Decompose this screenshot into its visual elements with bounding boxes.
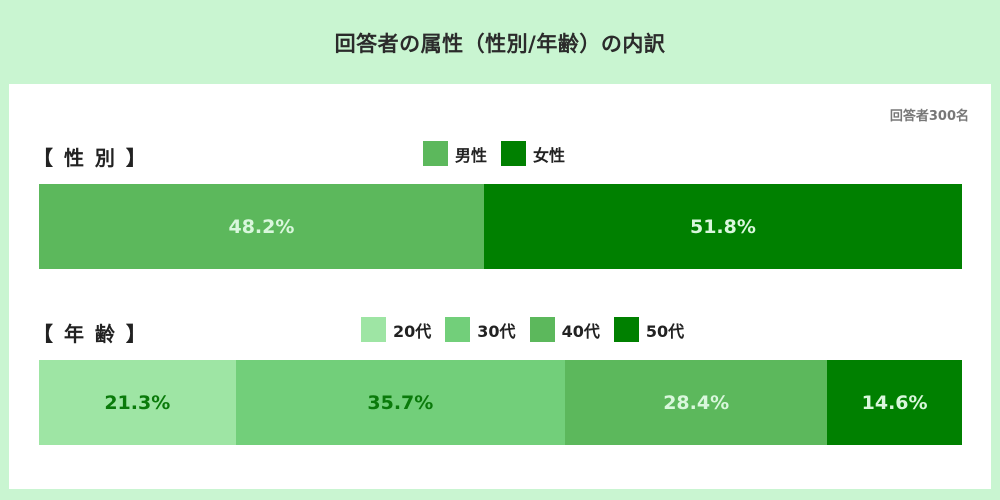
bar-segment: 35.7%	[235, 360, 566, 445]
data-label: 21.3%	[104, 391, 171, 414]
respondents-note: 回答者300名	[889, 109, 969, 124]
legend-label: 女性	[533, 145, 566, 165]
data-label: 48.2%	[228, 215, 295, 238]
legend-item: 30代	[445, 317, 516, 342]
legend-swatch	[613, 317, 639, 342]
bar-segment: 51.8%	[483, 184, 962, 269]
legend-item: 50代	[613, 317, 685, 342]
gender-bar: 48.2% 51.8%	[39, 184, 962, 269]
gender-legend: 男性 女性	[423, 141, 579, 166]
legend-swatch	[529, 317, 555, 342]
legend-label: 30代	[477, 321, 516, 341]
chart-panel: 回答者300名 【 性 別 】 男性 女性 48.2% 51.8% 【 年 齢 】 …	[9, 84, 991, 489]
legend-label: 男性	[455, 145, 488, 165]
data-label: 28.4%	[663, 391, 730, 414]
bar-segment: 21.3%	[39, 360, 236, 445]
legend-item: 20代	[361, 317, 431, 342]
legend-swatch	[445, 317, 471, 342]
data-label: 51.8%	[689, 215, 756, 238]
legend-label: 40代	[561, 321, 600, 341]
chart-title: 回答者の属性（性別/年齢）の内訳	[334, 32, 666, 56]
legend-label: 20代	[393, 321, 432, 341]
legend-swatch	[361, 317, 386, 342]
bar-segment: 28.4%	[565, 360, 828, 445]
age-legend: 20代 30代 40代 50代	[361, 317, 698, 342]
gender-section-label: 【 性 別 】	[33, 146, 148, 170]
data-label: 14.6%	[861, 391, 928, 414]
legend-item: 40代	[529, 317, 600, 342]
bar-segment: 48.2%	[39, 184, 484, 269]
data-label: 35.7%	[367, 391, 434, 414]
legend-label: 50代	[645, 321, 685, 341]
age-bar: 21.3% 35.7% 28.4% 14.6%	[39, 360, 962, 445]
age-section-label: 【 年 齢 】	[33, 322, 148, 346]
bar-segment: 14.6%	[827, 360, 962, 445]
legend-item: 男性	[423, 141, 487, 166]
legend-item: 女性	[501, 141, 565, 166]
legend-swatch	[423, 141, 448, 166]
legend-swatch	[501, 141, 527, 166]
